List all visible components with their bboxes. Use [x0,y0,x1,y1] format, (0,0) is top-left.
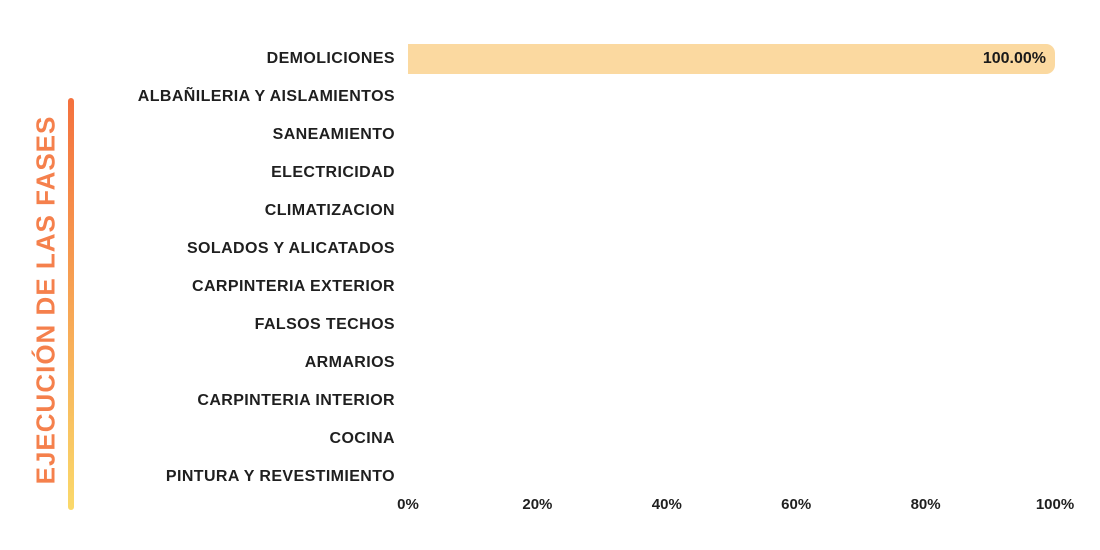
bar-track [408,386,1055,416]
bar-track [408,82,1055,112]
bar-row: CLIMATIZACION [0,192,1100,230]
x-tick-label: 20% [522,496,553,513]
category-label: FALSOS TECHOS [254,316,395,333]
bar-track [408,348,1055,378]
bar-row: FALSOS TECHOS [0,306,1100,344]
bar-row: ELECTRICIDAD [0,154,1100,192]
category-label: SANEAMIENTO [272,126,395,143]
category-label: CARPINTERIA INTERIOR [197,392,395,409]
bar-value-label: 100.00% [982,50,1046,67]
x-axis: 0% 20% 40% 60% 80% 100% [397,496,1074,516]
bar-row: PINTURA Y REVESTIMIENTO [0,458,1100,496]
category-label: ARMARIOS [304,354,395,371]
bar-rows: DEMOLICIONES 100.00% ALBAÑILERIA Y AISLA… [0,40,1100,496]
category-label: DEMOLICIONES [266,50,395,67]
category-label: CARPINTERIA EXTERIOR [192,278,395,295]
bar-track [408,158,1055,188]
x-tick-label: 60% [781,496,812,513]
bar-track [408,272,1055,302]
x-tick-label: 80% [910,496,941,513]
category-label: COCINA [329,430,395,447]
bar-row: ARMARIOS [0,344,1100,382]
bar-row: SOLADOS Y ALICATADOS [0,230,1100,268]
category-label: SOLADOS Y ALICATADOS [186,240,395,257]
bar-row: DEMOLICIONES 100.00% [0,40,1100,78]
bar-row: ALBAÑILERIA Y AISLAMIENTOS [0,78,1100,116]
category-label: PINTURA Y REVESTIMIENTO [165,468,395,485]
bar-row: CARPINTERIA EXTERIOR [0,268,1100,306]
category-label: ELECTRICIDAD [271,164,395,181]
x-tick-label: 100% [1035,496,1075,513]
bar-track [408,196,1055,226]
bar-row: SANEAMIENTO [0,116,1100,154]
bar-track [408,462,1055,492]
bar-track [408,310,1055,340]
title-accent-line [68,98,74,510]
bar-track [408,424,1055,454]
bar-track: 100.00% [408,44,1055,74]
x-tick-label: 0% [397,496,419,513]
bar-track [408,120,1055,150]
bar-row: CARPINTERIA INTERIOR [0,382,1100,420]
category-label: ALBAÑILERIA Y AISLAMIENTOS [137,88,395,105]
bar-row: COCINA [0,420,1100,458]
category-label: CLIMATIZACION [264,202,395,219]
bar: 100.00% [408,44,1055,74]
x-tick-label: 40% [651,496,682,513]
bar-track [408,234,1055,264]
